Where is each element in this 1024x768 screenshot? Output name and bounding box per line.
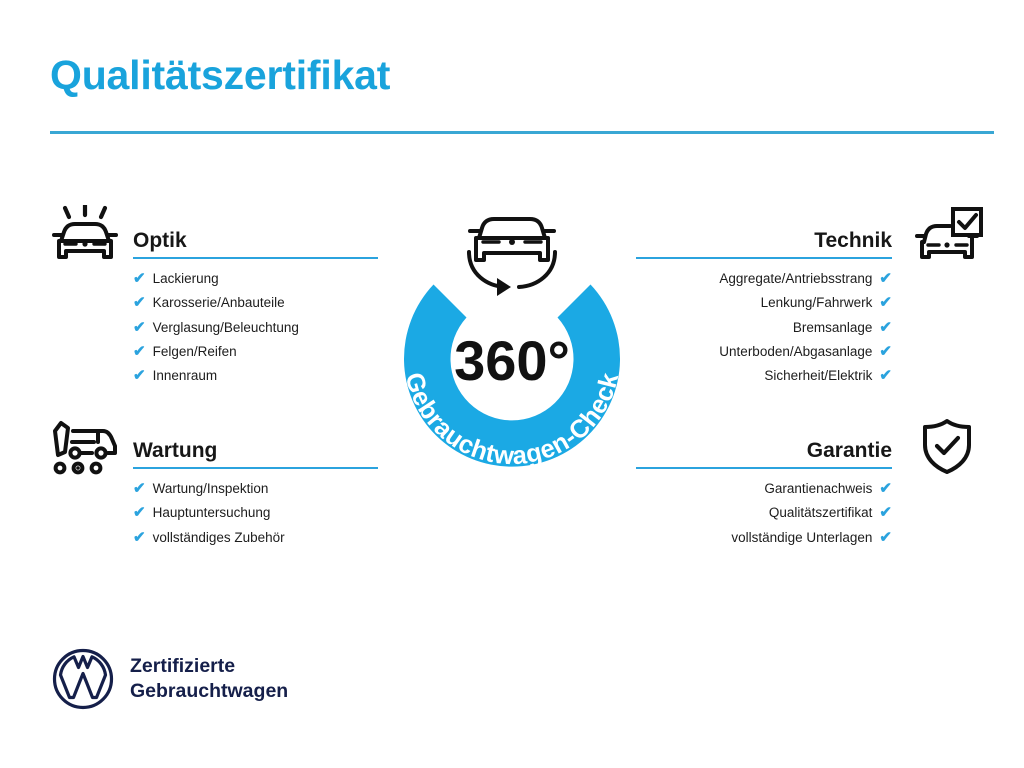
section-title: Optik xyxy=(133,229,187,252)
car-service-tool-icon xyxy=(48,415,122,477)
list-item-label: Sicherheit/Elektrik xyxy=(764,368,873,384)
list-item-label: Qualitätszertifikat xyxy=(768,505,873,521)
list-item-label: Aggregate/Antriebsstrang xyxy=(719,271,873,286)
list-item-label: Hauptuntersuchung xyxy=(152,505,271,521)
list-item: ✔ Lackierung xyxy=(133,267,388,291)
list-item-label: Lackierung xyxy=(152,271,219,286)
list-item: Aggregate/Antriebsstrang ✔ xyxy=(636,267,892,291)
section-header: Optik xyxy=(48,203,388,267)
vw-certified-lockup: Zertifizierte Gebrauchtwagen xyxy=(52,648,288,710)
section-header: Wartung xyxy=(48,415,388,477)
section-technik: Technik Aggregate/Antriebsstrang ✔ Lenkun… xyxy=(636,205,984,388)
check-icon: ✔ xyxy=(879,318,892,336)
car-rotate-icon xyxy=(467,217,557,296)
section-header: Garantie xyxy=(636,415,984,477)
check-icon: ✔ xyxy=(133,528,146,546)
check-icon: ✔ xyxy=(133,294,146,312)
check-icon: ✔ xyxy=(133,318,146,336)
list-item: ✔ Hauptuntersuchung xyxy=(133,501,388,525)
check-icon: ✔ xyxy=(879,480,892,497)
list-item-label: vollständige Unterlagen xyxy=(731,529,873,545)
list-item-label: Verglasung/Beleuchtung xyxy=(152,319,299,335)
list-item: Qualitätszertifikat ✔ xyxy=(636,501,892,525)
car-checkbox-icon xyxy=(910,205,984,267)
list-item-label: vollständiges Zubehör xyxy=(152,529,285,545)
section-title: Garantie xyxy=(806,439,892,462)
list-item: ✔ Wartung/Inspektion xyxy=(133,477,388,501)
list-item: ✔ Verglasung/Beleuchtung xyxy=(133,316,388,340)
check-icon: ✔ xyxy=(879,294,892,312)
list-item-label: Innenraum xyxy=(152,368,218,384)
list-item: ✔ Karosserie/Anbauteile xyxy=(133,291,388,315)
check-icon: ✔ xyxy=(133,342,146,360)
vw-logo-icon xyxy=(52,648,114,710)
list-item: vollständige Unterlagen ✔ xyxy=(636,526,892,550)
section-divider xyxy=(636,257,892,259)
vw-lockup-line1: Zertifizierte xyxy=(130,655,236,678)
list-item-label: Unterboden/Abgasanlage xyxy=(719,343,873,359)
checklist-technik: Aggregate/Antriebsstrang ✔ Lenkung/Fahrwe… xyxy=(636,267,984,388)
checklist-garantie: Garantienachweis ✔ Qualitätszertifikat ✔ v… xyxy=(636,477,984,550)
section-title: Wartung xyxy=(133,439,218,462)
badge-ring xyxy=(404,284,620,467)
list-item: ✔ vollständiges Zubehör xyxy=(133,526,388,550)
checklist-optik: ✔ Lackierung ✔ Karosserie/Anbauteile ✔ Verg… xyxy=(48,267,388,388)
list-item: ✔ Felgen/Reifen xyxy=(133,340,388,364)
list-item: Garantienachweis ✔ xyxy=(636,477,892,501)
check-icon: ✔ xyxy=(133,367,146,385)
check-icon: ✔ xyxy=(879,528,892,546)
section-wartung: Wartung ✔ Wartung/Inspektion ✔ Hauptunters… xyxy=(48,415,388,550)
section-divider xyxy=(133,467,378,469)
badge-center-text: 360° xyxy=(454,329,570,392)
check-icon: ✔ xyxy=(879,342,892,360)
badge-360-gebrauchtwagen-check: Gebrauchtwagen-Check 360° xyxy=(371,190,653,490)
section-divider xyxy=(636,467,892,469)
section-header: Technik xyxy=(636,205,984,267)
list-item-label: Karosserie/Anbauteile xyxy=(152,295,285,311)
list-item-label: Felgen/Reifen xyxy=(152,343,237,359)
title-divider xyxy=(50,131,994,134)
checklist-wartung: ✔ Wartung/Inspektion ✔ Hauptuntersuchung ✔… xyxy=(48,477,388,550)
list-item: Sicherheit/Elektrik ✔ xyxy=(636,364,892,388)
check-icon: ✔ xyxy=(133,480,146,497)
section-garantie: Garantie Garantienachweis ✔ Qualitätszert… xyxy=(636,415,984,550)
list-item: Bremsanlage ✔ xyxy=(636,316,892,340)
vw-lockup-line2: Gebrauchtwagen xyxy=(130,680,289,702)
check-icon: ✔ xyxy=(879,270,892,287)
list-item-label: Garantienachweis xyxy=(764,481,873,496)
section-divider xyxy=(133,257,378,259)
page-title: Qualitätszertifikat xyxy=(50,52,391,98)
list-item: ✔ Innenraum xyxy=(133,364,388,388)
check-icon: ✔ xyxy=(879,504,892,522)
check-icon: ✔ xyxy=(133,270,146,287)
list-item-label: Lenkung/Fahrwerk xyxy=(760,295,873,311)
shield-check-icon xyxy=(910,415,984,477)
list-item: Lenkung/Fahrwerk ✔ xyxy=(636,291,892,315)
check-icon: ✔ xyxy=(879,367,892,385)
check-icon: ✔ xyxy=(133,504,146,522)
car-shine-icon xyxy=(48,203,122,267)
section-title: Technik xyxy=(814,229,892,252)
section-optik: Optik ✔ Lackierung ✔ Karosserie/Anbauteile… xyxy=(48,203,388,388)
list-item: Unterboden/Abgasanlage ✔ xyxy=(636,340,892,364)
list-item-label: Wartung/Inspektion xyxy=(152,481,269,496)
list-item-label: Bremsanlage xyxy=(792,319,873,335)
vw-lockup-text: Zertifizierte Gebrauchtwagen xyxy=(130,654,288,704)
